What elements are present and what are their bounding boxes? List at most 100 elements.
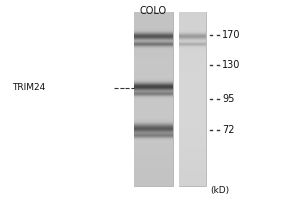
Bar [134, 86, 172, 88]
Bar [178, 110, 206, 112]
Bar [134, 42, 172, 45]
Bar [178, 108, 206, 110]
Bar [134, 164, 172, 166]
Bar [178, 19, 206, 21]
Bar [178, 125, 206, 127]
Bar [178, 92, 206, 95]
Bar [134, 136, 172, 138]
Bar [178, 145, 206, 147]
Bar [134, 71, 172, 73]
Bar [134, 32, 172, 34]
Bar [178, 49, 206, 51]
Bar [134, 184, 172, 186]
Bar [178, 64, 206, 66]
Bar [134, 182, 172, 184]
Bar [134, 12, 172, 14]
Bar [178, 153, 206, 156]
Bar [178, 34, 206, 36]
Bar [178, 38, 206, 40]
Bar [178, 164, 206, 166]
Bar [178, 169, 206, 171]
Bar [134, 60, 172, 62]
Bar [178, 23, 206, 25]
Bar [178, 99, 206, 101]
Bar [134, 145, 172, 147]
Bar [178, 112, 206, 114]
Bar [134, 12, 172, 186]
Bar [178, 79, 206, 82]
Bar [134, 134, 172, 136]
Bar [134, 129, 172, 132]
Bar [134, 16, 172, 19]
Bar [178, 101, 206, 103]
Bar [178, 149, 206, 151]
Bar [178, 84, 206, 86]
Bar [178, 156, 206, 158]
Bar [134, 143, 172, 145]
Bar [134, 101, 172, 103]
Bar [134, 95, 172, 97]
Bar [134, 112, 172, 114]
Bar [178, 62, 206, 64]
Bar [178, 56, 206, 58]
Bar [134, 23, 172, 25]
Bar [178, 40, 206, 42]
Bar [178, 47, 206, 49]
Bar [134, 79, 172, 82]
Bar [134, 49, 172, 51]
Bar [178, 36, 206, 38]
Bar [134, 106, 172, 108]
Bar [178, 160, 206, 162]
Bar [178, 132, 206, 134]
Bar [134, 97, 172, 99]
Bar [178, 97, 206, 99]
Bar [178, 162, 206, 164]
Bar [134, 90, 172, 92]
Bar [178, 106, 206, 108]
Bar [178, 16, 206, 19]
Bar [178, 127, 206, 129]
Bar [134, 121, 172, 123]
Bar [178, 66, 206, 69]
Bar [178, 29, 206, 32]
Text: TRIM24: TRIM24 [12, 83, 45, 92]
Bar [134, 123, 172, 125]
Bar [134, 158, 172, 160]
Bar [178, 182, 206, 184]
Bar [178, 12, 206, 14]
Bar [178, 12, 206, 186]
Bar [134, 99, 172, 101]
Bar [178, 184, 206, 186]
Bar [178, 143, 206, 145]
Bar [178, 123, 206, 125]
Bar [178, 158, 206, 160]
Bar [134, 51, 172, 53]
Bar [134, 103, 172, 106]
Bar [134, 84, 172, 86]
Bar [134, 147, 172, 149]
Bar [178, 32, 206, 34]
Text: (kD): (kD) [210, 186, 229, 195]
Bar [134, 29, 172, 32]
Bar [178, 173, 206, 175]
Bar [178, 140, 206, 143]
Bar [178, 53, 206, 56]
Bar [134, 19, 172, 21]
Bar [134, 66, 172, 69]
Bar [134, 153, 172, 156]
Bar [134, 40, 172, 42]
Bar [134, 14, 172, 16]
Bar [134, 151, 172, 153]
Text: 170: 170 [222, 30, 241, 40]
Bar [134, 25, 172, 27]
Bar [134, 21, 172, 23]
Bar [134, 175, 172, 177]
Bar [134, 114, 172, 116]
Bar [134, 47, 172, 49]
Bar [178, 175, 206, 177]
Bar [134, 27, 172, 29]
Text: 95: 95 [222, 94, 234, 104]
Bar [178, 177, 206, 179]
Bar [134, 116, 172, 119]
Bar [134, 69, 172, 71]
